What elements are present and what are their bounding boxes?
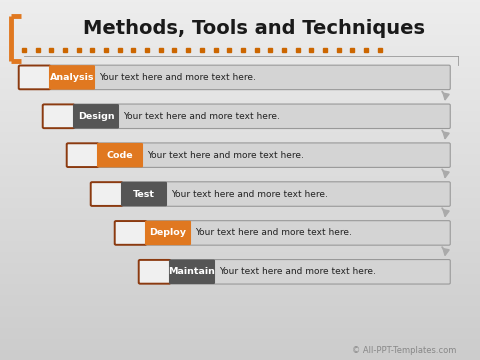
FancyBboxPatch shape bbox=[145, 221, 191, 245]
FancyBboxPatch shape bbox=[49, 65, 450, 90]
Text: Test: Test bbox=[133, 189, 155, 199]
FancyBboxPatch shape bbox=[19, 66, 50, 89]
Text: Your text here and more text here.: Your text here and more text here. bbox=[219, 267, 376, 276]
FancyBboxPatch shape bbox=[145, 221, 450, 245]
Text: Methods, Tools and Techniques: Methods, Tools and Techniques bbox=[84, 19, 425, 38]
Text: © All-PPT-Templates.com: © All-PPT-Templates.com bbox=[352, 346, 456, 355]
FancyBboxPatch shape bbox=[73, 104, 119, 129]
Text: Design: Design bbox=[78, 112, 114, 121]
FancyBboxPatch shape bbox=[115, 221, 146, 245]
Text: Your text here and more text here.: Your text here and more text here. bbox=[99, 73, 256, 82]
Text: Your text here and more text here.: Your text here and more text here. bbox=[171, 189, 328, 199]
Text: Your text here and more text here.: Your text here and more text here. bbox=[123, 112, 280, 121]
FancyBboxPatch shape bbox=[91, 182, 122, 206]
Text: Deploy: Deploy bbox=[149, 229, 187, 238]
FancyBboxPatch shape bbox=[169, 260, 215, 284]
FancyBboxPatch shape bbox=[67, 143, 98, 167]
FancyBboxPatch shape bbox=[49, 65, 95, 90]
FancyBboxPatch shape bbox=[73, 104, 450, 129]
Text: Your text here and more text here.: Your text here and more text here. bbox=[195, 229, 352, 238]
FancyBboxPatch shape bbox=[121, 182, 450, 206]
FancyBboxPatch shape bbox=[121, 182, 167, 206]
FancyBboxPatch shape bbox=[169, 260, 450, 284]
Text: Analysis: Analysis bbox=[50, 73, 94, 82]
Text: Your text here and more text here.: Your text here and more text here. bbox=[147, 151, 304, 160]
FancyBboxPatch shape bbox=[43, 104, 74, 128]
FancyBboxPatch shape bbox=[97, 143, 143, 167]
FancyBboxPatch shape bbox=[139, 260, 170, 284]
FancyBboxPatch shape bbox=[97, 143, 450, 167]
Text: Code: Code bbox=[107, 151, 133, 160]
Text: Maintain: Maintain bbox=[168, 267, 216, 276]
